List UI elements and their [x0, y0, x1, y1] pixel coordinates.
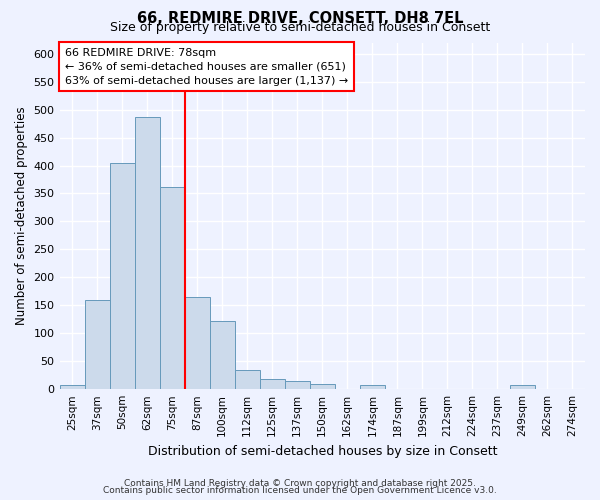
X-axis label: Distribution of semi-detached houses by size in Consett: Distribution of semi-detached houses by … — [148, 444, 497, 458]
Bar — [310, 384, 335, 389]
Bar — [160, 187, 185, 389]
Bar — [185, 298, 209, 389]
Bar — [285, 382, 310, 389]
Bar — [260, 379, 285, 389]
Bar — [360, 384, 385, 389]
Bar — [510, 384, 535, 389]
Text: 66 REDMIRE DRIVE: 78sqm
← 36% of semi-detached houses are smaller (651)
63% of s: 66 REDMIRE DRIVE: 78sqm ← 36% of semi-de… — [65, 48, 348, 86]
Bar — [209, 321, 235, 389]
Bar — [235, 370, 260, 389]
Text: Contains HM Land Registry data © Crown copyright and database right 2025.: Contains HM Land Registry data © Crown c… — [124, 478, 476, 488]
Bar — [110, 162, 134, 389]
Bar — [59, 386, 85, 389]
Text: Size of property relative to semi-detached houses in Consett: Size of property relative to semi-detach… — [110, 21, 490, 34]
Y-axis label: Number of semi-detached properties: Number of semi-detached properties — [15, 106, 28, 325]
Bar — [134, 117, 160, 389]
Text: 66, REDMIRE DRIVE, CONSETT, DH8 7EL: 66, REDMIRE DRIVE, CONSETT, DH8 7EL — [137, 11, 463, 26]
Bar — [85, 300, 110, 389]
Text: Contains public sector information licensed under the Open Government Licence v3: Contains public sector information licen… — [103, 486, 497, 495]
